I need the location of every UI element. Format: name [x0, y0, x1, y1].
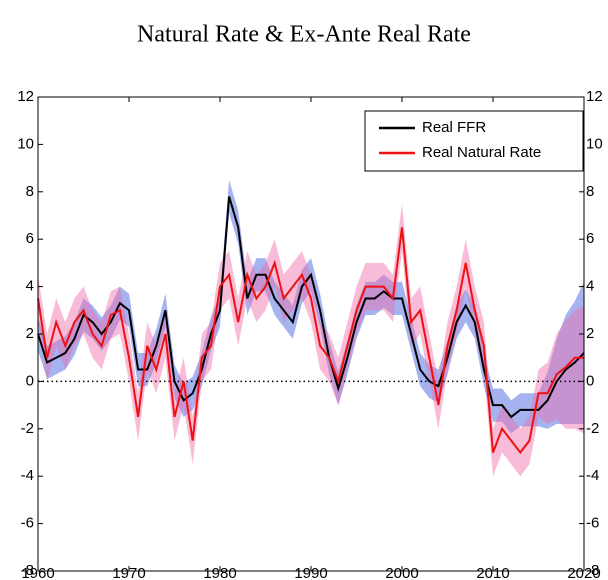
x-tick-label: 1960 — [21, 565, 54, 580]
x-tick-label: 2000 — [385, 565, 418, 580]
y-tick-label: 10 — [17, 135, 34, 152]
x-tick-label: 1970 — [112, 565, 145, 580]
legend-label: Real FFR — [422, 119, 486, 136]
uncertainty-band — [38, 179, 584, 434]
x-tick-label: 1990 — [294, 565, 327, 580]
y-tick-label: 6 — [26, 230, 34, 247]
series-line — [37, 227, 584, 455]
y-tick-label: 12 — [17, 88, 34, 105]
y2-tick-label: 6 — [586, 230, 594, 247]
y-tick-label: -8 — [21, 562, 34, 579]
y2-tick-label: 4 — [586, 278, 594, 295]
y2-tick-label: 8 — [586, 183, 594, 200]
legend-box — [364, 110, 584, 172]
y2-tick-label: -4 — [586, 467, 599, 484]
y2-tick-label: -6 — [586, 515, 599, 532]
uncertainty-band — [38, 203, 584, 477]
y-tick-label: -6 — [21, 515, 34, 532]
y-tick-label: 2 — [26, 325, 34, 342]
y2-tick-label: 0 — [586, 372, 594, 389]
y2-tick-label: -2 — [586, 420, 599, 437]
y2-tick-label: 12 — [586, 88, 603, 105]
y-tick-label: 4 — [26, 278, 34, 295]
series-line — [37, 196, 585, 419]
x-tick-label: 2020 — [567, 565, 600, 580]
y-tick-label: -4 — [21, 467, 34, 484]
y-tick-label: -2 — [21, 420, 34, 437]
y-tick-label: 0 — [26, 372, 34, 389]
legend-label: Real Natural Rate — [422, 144, 541, 161]
x-tick-label: 2010 — [476, 565, 509, 580]
x-tick-label: 1980 — [203, 565, 236, 580]
y2-tick-label: 10 — [586, 135, 603, 152]
y2-tick-label: 2 — [586, 325, 594, 342]
chart-title: Natural Rate & Ex-Ante Real Rate — [137, 22, 471, 48]
y-tick-label: 8 — [26, 183, 34, 200]
y2-tick-label: -8 — [586, 562, 599, 579]
